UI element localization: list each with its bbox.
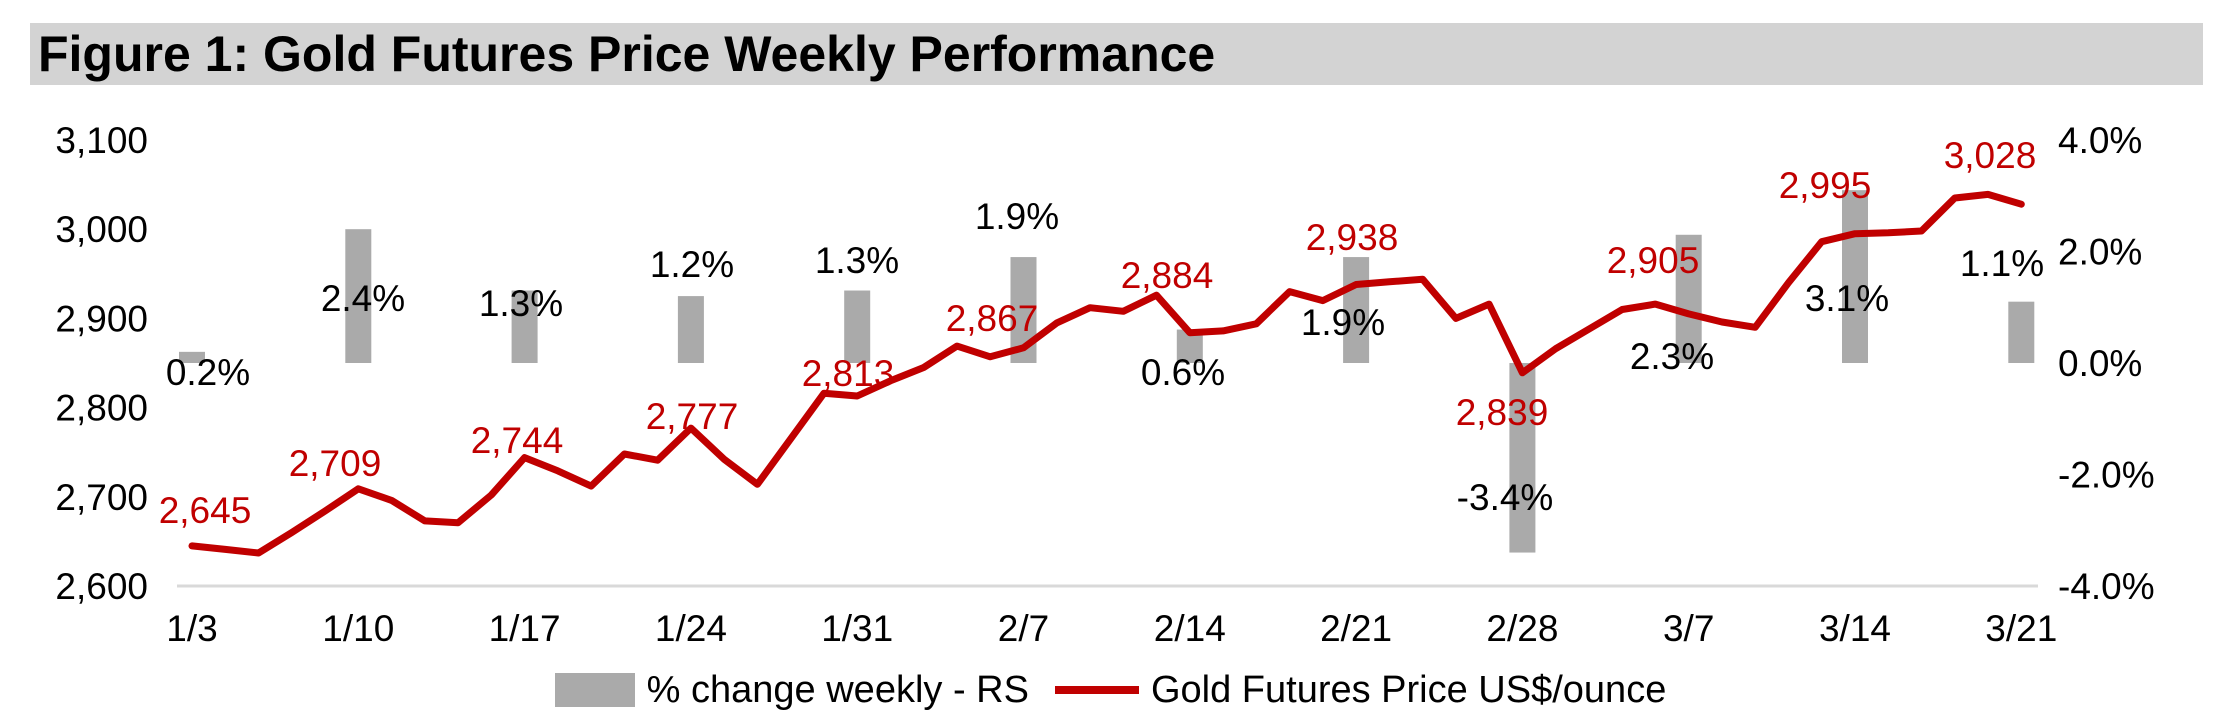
x-axis-label: 3/21	[1985, 608, 2057, 649]
x-axis-label: 1/3	[166, 608, 217, 649]
price-data-label: 2,709	[289, 443, 382, 484]
x-axis-label: 2/7	[998, 608, 1049, 649]
weekly-change-bar	[844, 290, 871, 363]
x-axis-label: 2/28	[1486, 608, 1558, 649]
right-axis-tick-label: -2.0%	[2058, 455, 2155, 496]
x-axis-label: 3/14	[1819, 608, 1891, 649]
x-axis-label: 1/24	[655, 608, 727, 649]
gold-price-line	[188, 190, 2025, 557]
price-data-label: 2,867	[946, 298, 1039, 339]
pct-change-data-label: 3.1%	[1805, 278, 1889, 319]
pct-change-data-label: 1.9%	[975, 196, 1059, 237]
left-axis-tick-label: 2,600	[55, 566, 148, 607]
legend-item-gold-price: Gold Futures Price US$/ounce	[1054, 668, 1667, 712]
right-axis-tick-label: -4.0%	[2058, 566, 2155, 607]
weekly-change-bar	[179, 351, 205, 363]
weekly-change-bar	[677, 296, 704, 363]
price-data-label: 2,884	[1121, 255, 1214, 296]
x-axis-label: 2/14	[1154, 608, 1226, 649]
bar-swatch-icon	[554, 673, 635, 707]
right-axis-tick-label: 4.0%	[2058, 120, 2142, 161]
pct-change-data-label: 2.4%	[321, 278, 405, 319]
chart-legend: % change weekly - RS Gold Futures Price …	[0, 660, 2221, 720]
weekly-change-bar	[1675, 234, 1702, 363]
right-axis-tick-label: 0.0%	[2058, 343, 2142, 384]
legend-label-pct-change: % change weekly - RS	[646, 668, 1029, 711]
line-swatch-icon	[1054, 686, 1139, 694]
pct-change-data-label: 1.3%	[479, 283, 563, 324]
left-axis-tick-label: 2,700	[55, 477, 148, 518]
right-axis-tick-label: 2.0%	[2058, 232, 2142, 273]
pct-change-data-label: 2.3%	[1630, 336, 1714, 377]
price-data-label: 2,839	[1456, 392, 1549, 433]
pct-change-data-label: 1.9%	[1301, 302, 1385, 343]
legend-label-gold-price: Gold Futures Price US$/ounce	[1150, 668, 1667, 711]
price-data-label: 2,995	[1779, 165, 1872, 206]
pct-change-data-label: 0.6%	[1141, 352, 1225, 393]
x-axis-label: 1/17	[489, 608, 561, 649]
figure-title: Figure 1: Gold Futures Price Weekly Perf…	[38, 26, 1216, 82]
x-axis-label: 3/7	[1663, 608, 1714, 649]
legend-item-pct-change: % change weekly - RS	[554, 668, 1029, 712]
pct-change-data-label: 1.3%	[815, 240, 899, 281]
x-axis-label: 1/10	[322, 608, 394, 649]
price-data-label: 2,813	[802, 353, 895, 394]
pct-change-data-label: 1.1%	[1960, 243, 2044, 284]
price-data-label: 3,028	[1944, 135, 2037, 176]
weekly-change-bar	[2008, 301, 2035, 363]
price-data-label: 2,938	[1306, 217, 1399, 258]
x-axis-label: 1/31	[821, 608, 893, 649]
pct-change-data-label: -3.4%	[1457, 477, 1554, 518]
left-axis-tick-label: 3,000	[55, 209, 148, 250]
weekly-change-bar	[1509, 363, 1536, 553]
price-data-label: 2,645	[159, 490, 252, 531]
weekly-change-bar	[345, 229, 372, 363]
weekly-change-bar	[1842, 190, 1868, 363]
left-axis-tick-label: 3,100	[55, 120, 148, 161]
weekly-change-bar	[511, 290, 538, 363]
left-axis-tick-label: 2,800	[55, 388, 148, 429]
price-data-label: 2,905	[1607, 240, 1700, 281]
pct-change-data-label: 1.2%	[650, 244, 734, 285]
left-axis-tick-label: 2,900	[55, 298, 148, 339]
x-axis-label: 2/21	[1320, 608, 1392, 649]
price-data-label: 2,777	[646, 396, 739, 437]
figure-title-bar: Figure 1: Gold Futures Price Weekly Perf…	[30, 23, 2203, 85]
weekly-change-bar	[1343, 257, 1370, 363]
pct-change-data-label: 0.2%	[166, 352, 250, 393]
price-data-label: 2,744	[471, 420, 564, 461]
